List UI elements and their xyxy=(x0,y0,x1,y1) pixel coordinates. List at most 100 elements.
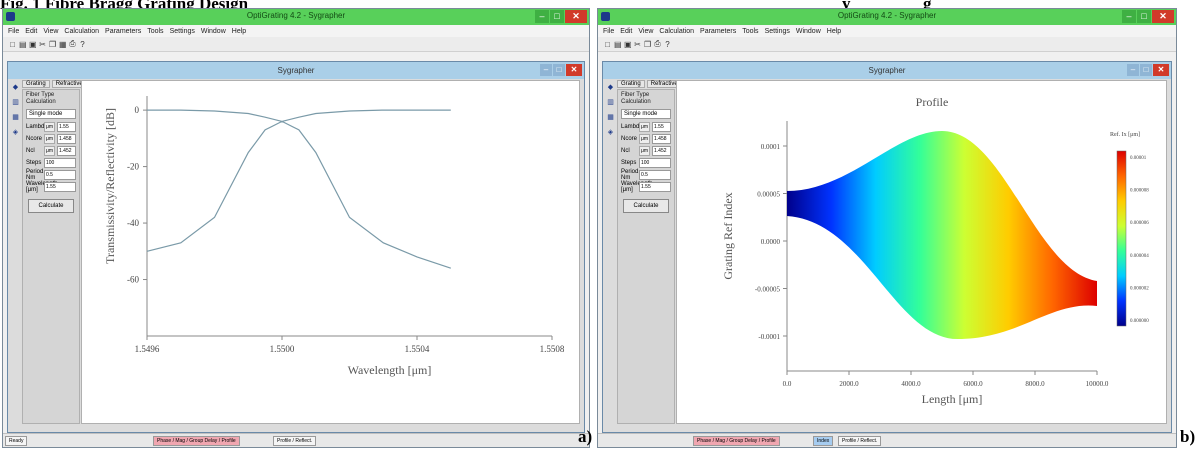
grating-icon[interactable]: ◆ xyxy=(12,84,19,91)
save-icon[interactable]: ▣ xyxy=(624,39,632,49)
left-plot-area: 1.5496 1.5500 1.5504 1.5508 0 -20 -40 -60 Wavele… xyxy=(81,80,580,424)
left-tool-strip: ◆ ▥ ▦ ◈ xyxy=(10,84,21,137)
menu-window[interactable]: Window xyxy=(200,27,226,35)
param-label: Lambda xyxy=(26,123,48,130)
grating-icon[interactable]: ◆ xyxy=(607,84,614,91)
child-minimize-icon[interactable]: – xyxy=(540,64,552,76)
help-icon[interactable]: ? xyxy=(665,39,670,49)
param-value-input[interactable]: 100 xyxy=(639,157,671,168)
param-value-input[interactable]: 1.458 xyxy=(57,133,76,144)
menu-settings[interactable]: Settings xyxy=(764,27,790,35)
open-icon[interactable]: ▤ xyxy=(614,39,622,49)
param-value-input[interactable]: 1.55 xyxy=(57,121,76,132)
param-value-input[interactable]: 1.55 xyxy=(652,121,671,132)
minimize-icon[interactable]: – xyxy=(535,10,549,23)
menu-settings[interactable]: Settings xyxy=(169,27,195,35)
left-menubar: File Edit View Calculation Parameters To… xyxy=(3,25,589,37)
new-icon[interactable]: □ xyxy=(605,39,610,49)
child-maximize-icon[interactable]: □ xyxy=(1140,64,1152,76)
fiber-type-select[interactable]: Single mode xyxy=(26,109,76,119)
maximize-icon[interactable]: □ xyxy=(550,10,564,23)
graph-icon[interactable]: ▥ xyxy=(12,99,19,106)
bottom-tab-profile[interactable]: Profile / Reflect. xyxy=(273,436,317,446)
menu-view[interactable]: View xyxy=(638,27,654,35)
copy-icon[interactable]: ❐ xyxy=(644,39,652,49)
profile-icon[interactable]: ◈ xyxy=(12,129,19,136)
menu-edit[interactable]: Edit xyxy=(620,27,633,35)
help-icon[interactable]: ? xyxy=(80,39,85,49)
right-statusbar: Phase / Mag / Group Delay / Profile Inde… xyxy=(598,433,1176,447)
x-tick-label: 8000.0 xyxy=(1025,380,1045,388)
y-tick-label: -40 xyxy=(127,218,139,228)
close-icon[interactable]: ✕ xyxy=(565,10,587,23)
right-panel-tabs: Grating Refractive xyxy=(617,80,682,88)
spectrum-chart: 1.5496 1.5500 1.5504 1.5508 0 -20 -40 -60 Wavele… xyxy=(103,96,565,377)
param-value-input[interactable]: 100 xyxy=(44,157,76,168)
right-titlebar: OptiGrating 4.2 - Sygrapher – □ ✕ xyxy=(598,9,1176,25)
child-close-icon[interactable]: ✕ xyxy=(566,64,582,76)
param-label: Steps xyxy=(26,159,42,166)
menu-view[interactable]: View xyxy=(43,27,59,35)
param-label: Ncore xyxy=(621,135,638,142)
cut-icon[interactable]: ✂ xyxy=(634,39,641,49)
menu-calculation[interactable]: Calculation xyxy=(659,27,695,35)
child-minimize-icon[interactable]: – xyxy=(1127,64,1139,76)
colorbar-tick-label: 0.000004 xyxy=(1130,254,1149,259)
x-tick-label: 1.5496 xyxy=(135,344,160,354)
colorbar-label: Ref. Ix [μm] xyxy=(1110,131,1140,138)
open-icon[interactable]: ▤ xyxy=(19,39,27,49)
graph-icon[interactable]: ▥ xyxy=(607,99,614,106)
child-close-icon[interactable]: ✕ xyxy=(1153,64,1169,76)
reflection-line xyxy=(146,120,451,269)
print-icon[interactable]: ⎙ xyxy=(654,39,661,48)
copy-icon[interactable]: ❐ xyxy=(49,39,57,49)
calculate-button[interactable]: Calculate xyxy=(623,199,669,213)
subfigure-label-a: a) xyxy=(578,427,593,446)
close-icon[interactable]: ✕ xyxy=(1152,10,1174,23)
menu-parameters[interactable]: Parameters xyxy=(700,27,737,35)
tab-grating[interactable]: Grating xyxy=(617,80,645,88)
param-value-input[interactable]: 1.452 xyxy=(652,145,671,156)
right-plot-area: Profile 0.0 2000.0 4000.0 6000.0 8000.0 10000.… xyxy=(676,80,1167,424)
profile-icon[interactable]: ◈ xyxy=(607,129,614,136)
maximize-icon[interactable]: □ xyxy=(1137,10,1151,23)
menu-edit[interactable]: Edit xyxy=(25,27,38,35)
bottom-tab-index[interactable]: Index xyxy=(813,436,834,446)
param-value-input[interactable]: 1.55 xyxy=(44,181,76,192)
cut-icon[interactable]: ✂ xyxy=(39,39,46,49)
minimize-icon[interactable]: – xyxy=(1122,10,1136,23)
y-tick-label: -0.00005 xyxy=(755,286,781,294)
menu-help[interactable]: Help xyxy=(231,27,247,35)
param-unit: μm xyxy=(44,121,55,132)
fiber-type-select[interactable]: Single mode xyxy=(621,109,671,119)
menu-help[interactable]: Help xyxy=(826,27,842,35)
param-value-input[interactable]: 1.452 xyxy=(57,145,76,156)
table-icon[interactable]: ▦ xyxy=(607,114,614,121)
table-icon[interactable]: ▦ xyxy=(12,114,19,121)
menu-file[interactable]: File xyxy=(603,27,615,35)
menu-parameters[interactable]: Parameters xyxy=(105,27,142,35)
param-value-input[interactable]: 1.55 xyxy=(639,181,671,192)
param-value-input[interactable]: 0.5 xyxy=(44,169,76,180)
param-value-input[interactable]: 0.5 xyxy=(639,169,671,180)
new-icon[interactable]: □ xyxy=(10,39,15,49)
menu-window[interactable]: Window xyxy=(795,27,821,35)
bottom-tab-phase[interactable]: Phase / Mag / Group Delay / Profile xyxy=(693,436,780,446)
calculate-button[interactable]: Calculate xyxy=(28,199,74,213)
menu-tools[interactable]: Tools xyxy=(742,27,759,35)
panel-header: Fiber Type Calculation xyxy=(26,92,56,105)
menu-file[interactable]: File xyxy=(8,27,20,35)
paste-icon[interactable]: ▦ xyxy=(59,39,67,49)
bottom-tab-profile[interactable]: Profile / Reflect. xyxy=(838,436,882,446)
child-maximize-icon[interactable]: □ xyxy=(553,64,565,76)
tab-grating[interactable]: Grating xyxy=(22,80,50,88)
save-icon[interactable]: ▣ xyxy=(29,39,37,49)
param-row: Wavelength [μm] 1.55 xyxy=(26,181,76,193)
param-value-input[interactable]: 1.458 xyxy=(652,133,671,144)
print-icon[interactable]: ⎙ xyxy=(69,39,76,48)
bottom-tab-phase[interactable]: Phase / Mag / Group Delay / Profile xyxy=(153,436,240,446)
right-menubar: File Edit View Calculation Parameters To… xyxy=(598,25,1176,37)
menu-calculation[interactable]: Calculation xyxy=(64,27,100,35)
menu-tools[interactable]: Tools xyxy=(147,27,164,35)
x-tick-label: 1.5508 xyxy=(540,344,565,354)
